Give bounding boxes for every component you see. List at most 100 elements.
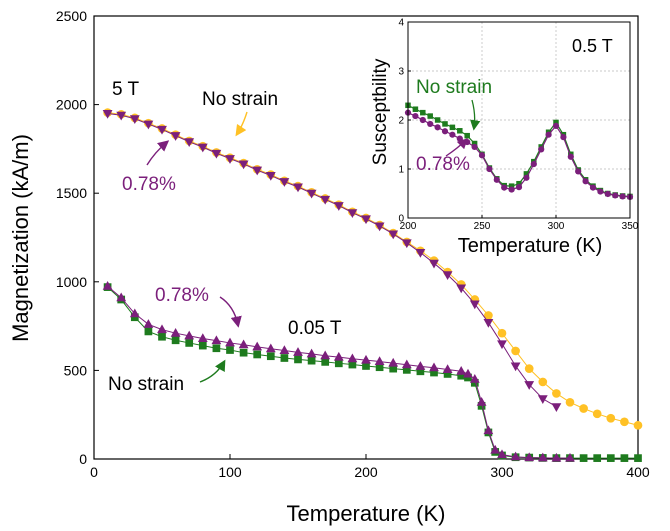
arrow-no-strain-top <box>235 111 248 137</box>
main-data-point <box>484 311 493 320</box>
inset-annotation-no-strain: No strain <box>416 77 492 98</box>
main-data-point <box>116 292 127 302</box>
arrow-strain-top <box>146 140 170 166</box>
inset-y-tick-label: 4 <box>398 18 404 29</box>
main-data-point <box>306 348 317 358</box>
inset-data-point <box>567 153 574 160</box>
main-data-point <box>225 337 235 347</box>
inset-data-point <box>545 131 552 138</box>
main-data-point <box>361 354 371 364</box>
main-data-point <box>238 160 249 170</box>
main-data-point <box>442 364 453 374</box>
main-data-point <box>293 347 303 356</box>
inset-data-point <box>523 174 530 181</box>
inset-x-tick-label: 250 <box>474 221 491 232</box>
inset-data-point <box>434 124 441 131</box>
main-y-tick-label: 2000 <box>56 97 87 113</box>
main-data-point <box>551 403 562 412</box>
inset-data-point <box>434 117 441 123</box>
inset-data-point <box>442 121 448 127</box>
annotation-no-strain-bottom: No strain <box>108 374 184 395</box>
main-data-point <box>374 222 385 232</box>
main-data-point <box>320 350 331 360</box>
main-data-point <box>279 178 290 187</box>
main-data-point <box>579 454 588 462</box>
main-data-point <box>401 239 412 249</box>
main-data-point <box>401 359 412 369</box>
inset-annotation-field: 0.5 T <box>572 36 613 56</box>
inset-data-point <box>449 124 456 131</box>
main-x-tick-label: 300 <box>490 464 514 480</box>
main-data-point <box>185 339 194 347</box>
main-series-line <box>107 286 638 459</box>
main-data-point <box>361 215 371 225</box>
main-data-point <box>225 155 235 164</box>
main-data-point <box>510 362 521 372</box>
main-y-tick-label: 500 <box>64 362 88 378</box>
main-data-point <box>634 454 642 462</box>
main-data-point <box>416 367 425 376</box>
main-data-point <box>565 452 575 462</box>
main-data-point <box>265 171 276 181</box>
main-data-point <box>510 451 521 461</box>
main-data-point <box>483 319 494 328</box>
main-data-point <box>442 271 453 280</box>
inset-data-point <box>604 190 611 198</box>
main-series-group <box>102 108 643 462</box>
main-data-point <box>129 115 140 125</box>
main-data-point <box>497 328 507 338</box>
main-data-point <box>430 368 438 377</box>
inset-data-point <box>523 171 530 177</box>
main-data-point <box>469 300 480 310</box>
inset-data-point <box>486 165 493 173</box>
inset-y-tick-label: 1 <box>398 165 404 176</box>
main-data-point <box>252 166 263 176</box>
main-x-tick-label: 400 <box>626 464 650 480</box>
main-y-tick-label: 1500 <box>56 185 87 201</box>
main-data-point <box>321 358 330 366</box>
main-data-point <box>197 143 208 153</box>
main-data-point <box>252 341 263 351</box>
inset-data-point <box>478 152 486 159</box>
inset-data-point <box>508 186 515 193</box>
inset-axis-ticks: 200 250 300 350 0 1 2 3 4 <box>398 18 638 232</box>
main-data-point <box>537 452 548 462</box>
main-data-point <box>266 352 275 361</box>
main-data-point <box>476 397 487 406</box>
main-y-tick-label: 1000 <box>56 274 87 290</box>
inset-data-point <box>420 109 426 116</box>
inset-y-tick-label: 3 <box>398 67 404 78</box>
inset-y-tick-label: 0 <box>398 214 404 225</box>
main-data-point <box>157 324 167 334</box>
main-data-point <box>429 362 439 372</box>
main-data-point <box>456 284 467 294</box>
main-data-point <box>184 138 195 148</box>
main-data-point <box>415 249 426 258</box>
main-data-point <box>116 111 127 121</box>
inset-series-1 <box>404 109 634 201</box>
main-data-point <box>537 395 548 405</box>
main-data-point <box>238 339 249 349</box>
main-data-point <box>280 354 289 362</box>
inset-data-point <box>464 132 470 139</box>
main-data-point <box>157 125 167 135</box>
inset-series-group <box>404 102 634 201</box>
main-data-point <box>170 327 181 337</box>
main-data-point <box>389 364 398 373</box>
main-data-point <box>457 371 466 380</box>
main-data-point <box>483 425 494 435</box>
main-data-point <box>443 370 452 378</box>
main-series-1 <box>102 109 562 412</box>
main-data-point <box>490 444 501 454</box>
main-data-point <box>388 230 399 240</box>
annotation-strain-top: 0.78% <box>122 174 176 195</box>
main-data-point <box>469 374 480 383</box>
main-data-point <box>429 259 439 269</box>
main-data-point <box>362 362 370 370</box>
annotation-005T: 0.05 T <box>288 318 342 339</box>
annotation-strain-bottom: 0.78% <box>155 285 209 306</box>
inset-data-point <box>619 193 626 200</box>
main-series-2 <box>103 283 642 462</box>
main-data-point <box>143 120 154 130</box>
arrow-no-strain-bottom <box>199 359 226 383</box>
